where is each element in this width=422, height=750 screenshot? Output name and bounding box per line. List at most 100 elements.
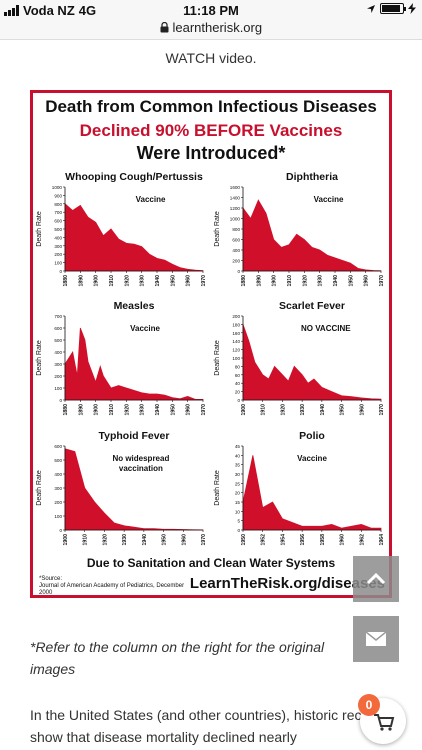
y-axis-label: Death Rate	[214, 470, 221, 506]
charging-bolt-icon	[408, 3, 416, 14]
y-axis-label: Death Rate	[214, 211, 221, 247]
y-tick-label: 120	[232, 348, 240, 353]
scroll-top-button[interactable]	[353, 556, 399, 602]
x-tick-label: 1920	[280, 404, 286, 416]
y-tick-label: 40	[235, 453, 241, 458]
area-series	[242, 199, 382, 272]
y-tick-label: 5	[237, 519, 240, 524]
chart-title: Diphtheria	[286, 171, 338, 183]
y-tick-label: 400	[54, 235, 62, 240]
y-tick-label: 300	[54, 486, 62, 491]
brand-url: LearnTheRisk.org/diseases	[189, 575, 385, 592]
area-series	[242, 455, 382, 531]
poster-title-line1: Death from Common Infectious Diseases	[45, 97, 377, 116]
annotation-text: vaccination	[119, 464, 163, 473]
y-tick-label: 400	[54, 350, 62, 355]
source-text: Journal of American Academy of Pediatric…	[39, 583, 185, 596]
y-tick-label: 300	[54, 362, 62, 367]
location-arrow-icon	[367, 4, 375, 13]
y-tick-label: 600	[54, 219, 62, 224]
chart-6: Polio Death Rate 0 5 10 15 20 25 30 35 40 45 1950 195…	[211, 428, 389, 561]
cart-button[interactable]: 0	[358, 694, 406, 744]
poster-footer: Due to Sanitation and Clean Water System…	[86, 556, 336, 570]
x-tick-label: 1970	[379, 404, 385, 416]
x-tick-label: 1900	[63, 534, 69, 546]
x-tick-label: 1890	[78, 275, 84, 287]
y-tick-label: 140	[232, 339, 240, 344]
area-series	[242, 324, 382, 401]
url-bar[interactable]: learntherisk.org	[0, 20, 422, 40]
x-tick-label: 1930	[140, 404, 146, 416]
y-tick-label: 800	[232, 227, 240, 232]
chart-2: Diphtheria Death Rate 0 200 400 600 800 1000 120…	[211, 169, 389, 302]
y-tick-label: 200	[54, 252, 62, 257]
area-series	[64, 202, 204, 272]
x-tick-label: 1900	[241, 404, 247, 416]
y-tick-label: 200	[54, 374, 62, 379]
y-tick-label: 1000	[52, 185, 63, 190]
x-tick-label: 1920	[124, 275, 130, 287]
y-tick-label: 1200	[230, 206, 241, 211]
source-label: *Source:	[39, 576, 63, 582]
url-text: learntherisk.org	[172, 20, 263, 35]
poster-title-line2: Declined 90% BEFORE Vaccines	[79, 121, 343, 140]
x-tick-label: 1954	[280, 534, 286, 546]
x-tick-label: 1964	[379, 534, 385, 546]
x-tick-label: 1950	[340, 404, 346, 416]
x-tick-label: 1890	[78, 404, 84, 416]
x-tick-label: 1920	[124, 404, 130, 416]
x-tick-label: 1940	[320, 404, 326, 416]
email-button[interactable]	[353, 616, 399, 662]
x-tick-label: 1960	[340, 534, 346, 546]
x-tick-label: 1890	[256, 275, 262, 287]
clock: 11:18 PM	[183, 3, 239, 18]
x-tick-label: 1930	[140, 275, 146, 287]
y-tick-label: 400	[232, 248, 240, 253]
chart-5: Typhoid Fever Death Rate 0 100 200 300 400 500 6…	[33, 428, 211, 561]
x-tick-label: 1900	[272, 275, 278, 287]
x-tick-label: 1940	[155, 404, 161, 416]
y-axis-label: Death Rate	[214, 340, 221, 376]
watch-video-link[interactable]: WATCH video.	[165, 50, 257, 66]
y-tick-label: 0	[237, 528, 240, 533]
lock-icon	[160, 21, 169, 33]
annotation-text: Vaccine	[130, 324, 160, 333]
x-tick-label: 1970	[379, 275, 385, 287]
y-tick-label: 10	[235, 509, 241, 514]
chart-3: Measles Death Rate 0 100 200 300 400 500 600 700 1…	[33, 298, 211, 431]
y-tick-label: 1600	[230, 185, 241, 190]
y-tick-label: 25	[235, 481, 241, 486]
signal-icon	[4, 5, 19, 16]
x-tick-label: 1880	[63, 404, 69, 416]
x-tick-label: 1940	[142, 534, 148, 546]
annotation-text: NO VACCINE	[301, 324, 351, 333]
y-tick-label: 45	[235, 444, 241, 449]
y-tick-label: 900	[54, 193, 62, 198]
annotation-text: No widespread	[112, 454, 169, 463]
cart-icon	[374, 714, 395, 731]
x-tick-label: 1910	[287, 275, 293, 287]
article-body: In the United States (and other countrie…	[30, 707, 389, 745]
annotation-text: Vaccine	[136, 195, 166, 204]
chart-1: Whooping Cough/Pertussis Death Rate 0 100 20…	[33, 169, 211, 302]
x-tick-label: 1950	[162, 534, 168, 546]
x-tick-label: 1960	[364, 275, 370, 287]
y-tick-label: 40	[235, 381, 241, 386]
y-tick-label: 20	[235, 390, 241, 395]
x-tick-label: 1960	[181, 534, 187, 546]
y-tick-label: 0	[59, 269, 62, 274]
annotation-text: Vaccine	[297, 454, 327, 463]
battery-fill	[382, 5, 400, 12]
y-axis-label: Death Rate	[36, 211, 43, 247]
chart-title: Whooping Cough/Pertussis	[65, 171, 203, 183]
y-tick-label: 600	[54, 444, 62, 449]
x-tick-label: 1960	[186, 404, 192, 416]
y-tick-label: 500	[54, 227, 62, 232]
envelope-icon	[365, 631, 387, 646]
chart-title: Typhoid Fever	[99, 430, 170, 442]
x-tick-label: 1930	[318, 275, 324, 287]
y-tick-label: 180	[232, 322, 240, 327]
y-axis-label: Death Rate	[36, 470, 43, 506]
status-bar: Voda NZ 4G 11:18 PM	[0, 0, 422, 20]
y-tick-label: 0	[237, 269, 240, 274]
